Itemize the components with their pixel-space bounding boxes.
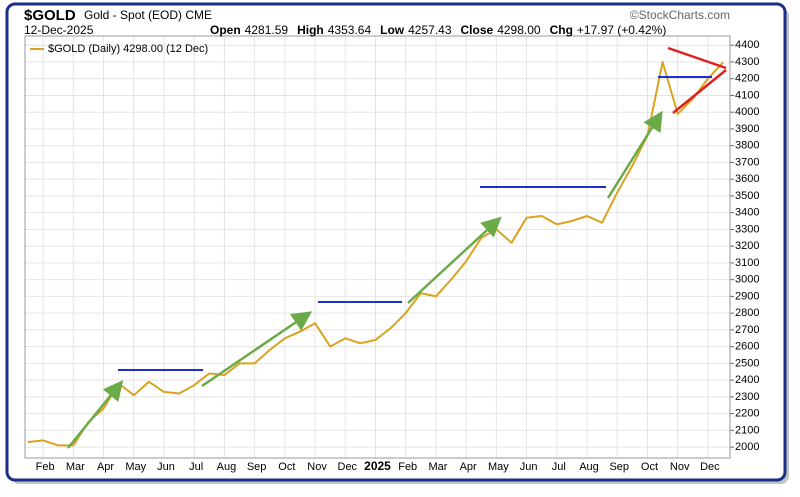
y-tick-label: 2500 [735,357,759,369]
x-tick-label: Jul [189,461,203,473]
stat-value: 4298.00 [497,23,541,37]
y-tick-label: 2200 [735,408,759,420]
stat-value: 4257.43 [408,23,452,37]
y-tick-label: 3600 [735,173,759,185]
x-tick-label: Nov [670,461,690,473]
trend-line [672,69,727,114]
x-tick-label: Sep [247,461,267,473]
y-tick-label: 2000 [735,441,759,453]
stats: Open 4281.59 High 4353.64 Low 4257.43 Close 429… [210,23,666,37]
x-tick-label: Dec [338,461,358,473]
legend-label: $GOLD (Daily) 4298.00 (12 Dec) [48,43,208,55]
y-tick-label: 3000 [735,274,759,286]
x-tick-label: Dec [700,461,720,473]
y-tick-label: 3700 [735,156,759,168]
x-tick-label: Mar [66,461,85,473]
triangle-lines [667,46,727,114]
x-tick-label: Apr [460,461,477,473]
y-tick-label: 2800 [735,307,759,319]
y-tick-label: 3400 [735,207,759,219]
y-tick-label: 3300 [735,223,759,235]
plot [27,61,724,447]
stat-label: Low [380,23,405,37]
y-tick-label: 4200 [735,73,759,85]
x-tick-label: Aug [217,461,237,473]
y-tick-label: 2600 [735,341,759,353]
y-tick-label: 3900 [735,123,759,135]
y-tick-label: 3500 [735,190,759,202]
x-tick-label: Jun [157,461,175,473]
x-tick-label: Nov [307,461,327,473]
grid: 2000 2100 2200 2300 2400 2500 2600 2700 2800 2900… [25,36,759,473]
y-tick-label: 4000 [735,106,759,118]
symbol: $GOLD [24,7,76,24]
y-tick-label: 3200 [735,240,759,252]
frame [5,2,787,482]
arrow [407,216,502,304]
x-tick-label: Jun [520,461,538,473]
y-tick-label: 2400 [735,374,759,386]
x-tick-label: Aug [579,461,599,473]
stat-value: 4281.59 [245,23,289,37]
x-tick-label: Apr [97,461,114,473]
plot-area [24,35,731,459]
stat-value: 4353.64 [328,23,372,37]
trend-line [667,46,727,70]
x-tick-label: May [125,461,146,473]
source: ©StockCharts.com [630,8,730,22]
consolidation-lines [118,76,712,371]
y-tick-label: 2700 [735,324,759,336]
x-tick-label: Feb [36,461,55,473]
stat-label: Open [210,23,241,37]
stat-value: +17.97 (+0.42%) [577,23,666,37]
x-tick-label: Jul [552,461,566,473]
chart-title: Gold - Spot (EOD) CME [84,8,212,22]
price-line [27,61,724,447]
x-tick-label: May [488,461,509,473]
y-tick-label: 2100 [735,424,759,436]
date: 12-Dec-2025 [24,23,94,37]
x-tick-label: 2025 [364,459,391,473]
arrow [606,110,663,199]
trend-arrows [67,110,663,449]
x-tick-label: Oct [641,461,658,473]
arrow [201,311,313,388]
arrow [67,380,124,449]
x-tick-label: Oct [278,461,295,473]
stat-label: High [297,23,324,37]
y-tick-label: 3800 [735,140,759,152]
x-tick-label: Feb [398,461,417,473]
stat-label: Close [461,23,494,37]
y-tick-label: 3100 [735,257,759,269]
x-tick-label: Sep [609,461,629,473]
y-tick-label: 2300 [735,391,759,403]
y-tick-label: 4100 [735,89,759,101]
x-tick-label: Mar [428,461,447,473]
y-tick-label: 4400 [735,39,759,51]
stat-label: Chg [550,23,573,37]
y-tick-label: 4300 [735,56,759,68]
y-tick-label: 2900 [735,290,759,302]
